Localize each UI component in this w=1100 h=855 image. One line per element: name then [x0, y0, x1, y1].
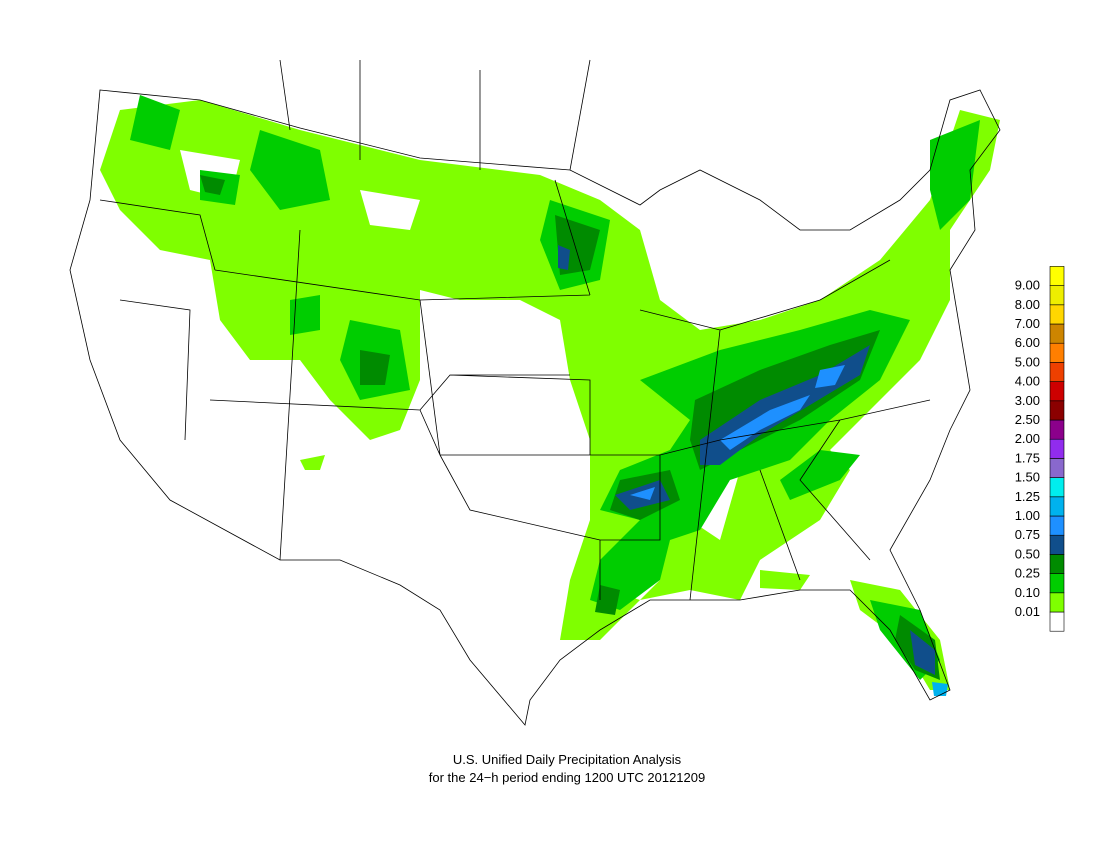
legend-swatch — [1049, 592, 1065, 613]
legend-label: 1.25 — [1015, 489, 1040, 504]
legend-label: 9.00 — [1015, 278, 1040, 293]
legend-swatch — [1049, 381, 1065, 402]
legend-label: 0.50 — [1015, 546, 1040, 561]
legend-swatch — [1049, 458, 1065, 478]
legend-label: 1.00 — [1015, 508, 1040, 523]
legend-swatch — [1049, 362, 1065, 382]
boundaries — [69, 59, 1001, 726]
legend-swatch — [1049, 573, 1065, 594]
legend-label: 4.00 — [1015, 374, 1040, 389]
legend-swatch — [1049, 515, 1065, 536]
legend-swatch — [1049, 554, 1065, 574]
legend-swatch — [1049, 477, 1065, 498]
legend-label: 2.50 — [1015, 412, 1040, 427]
title-line: for the 24−h period ending 1200 UTC 2012… — [429, 770, 705, 785]
legend-label: 5.00 — [1015, 354, 1040, 369]
legend-swatch — [1049, 496, 1065, 517]
legend-swatch — [1049, 342, 1065, 363]
legend-swatch — [1049, 323, 1065, 344]
legend: 0.01 0.10 0.25 0.50 0.75 1.00 1.25 1.50 1.75 2.00… — [1015, 266, 1065, 632]
legend-swatch — [1049, 438, 1065, 459]
legend-label: 6.00 — [1015, 335, 1040, 350]
legend-swatch — [1049, 611, 1065, 632]
legend-swatch — [1049, 304, 1065, 325]
legend-label: 0.25 — [1015, 566, 1040, 581]
legend-swatch — [1049, 419, 1065, 440]
title-line: U.S. Unified Daily Precipitation Analysi… — [453, 752, 682, 767]
legend-label: 8.00 — [1015, 297, 1040, 312]
legend-label: 1.50 — [1015, 470, 1040, 485]
legend-label: 7.00 — [1015, 316, 1040, 331]
legend-label: 3.00 — [1015, 393, 1040, 408]
legend-label: 0.10 — [1015, 585, 1040, 600]
legend-label: 0.75 — [1015, 527, 1040, 542]
precip-areas — [100, 95, 1000, 696]
legend-swatch — [1049, 534, 1065, 555]
legend-label: 2.00 — [1015, 431, 1040, 446]
legend-swatch — [1049, 266, 1065, 286]
legend-label: 1.75 — [1015, 450, 1040, 465]
legend-swatch — [1049, 400, 1065, 421]
legend-swatch — [1049, 285, 1065, 306]
legend-label: 0.01 — [1015, 604, 1040, 619]
